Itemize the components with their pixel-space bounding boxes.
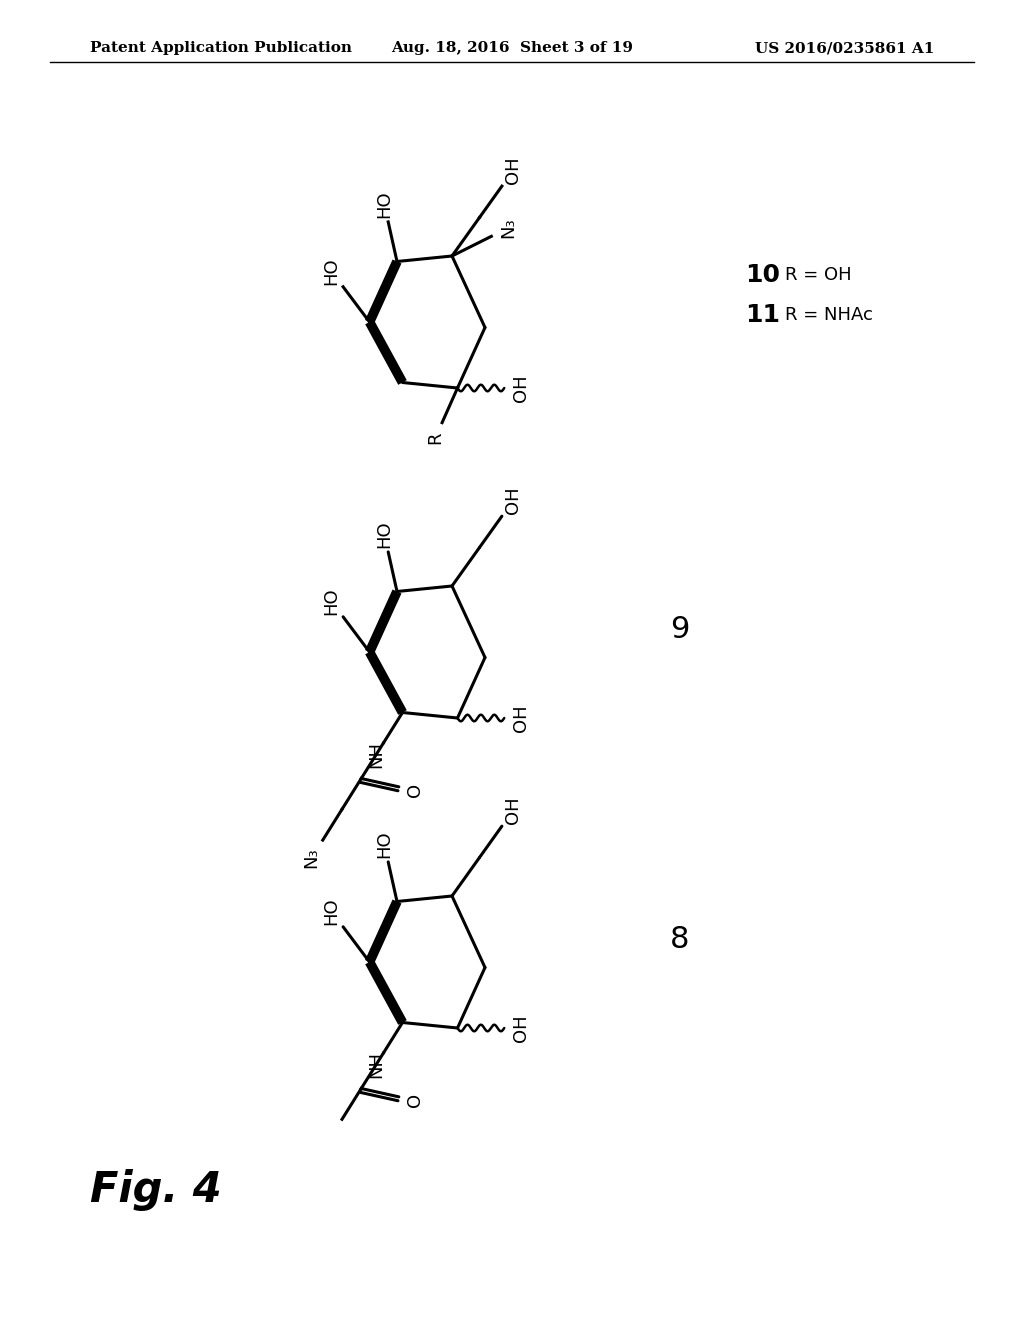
- Text: R = OH: R = OH: [785, 267, 852, 284]
- Text: NH: NH: [368, 741, 385, 768]
- Text: O: O: [406, 783, 424, 797]
- Text: R: R: [427, 432, 444, 444]
- Text: Patent Application Publication: Patent Application Publication: [90, 41, 352, 55]
- Text: R = NHAc: R = NHAc: [785, 306, 872, 323]
- Text: N₃: N₃: [303, 847, 321, 869]
- Text: HO: HO: [376, 830, 393, 858]
- Text: OH: OH: [512, 704, 529, 731]
- Text: US 2016/0235861 A1: US 2016/0235861 A1: [755, 41, 934, 55]
- Text: OH: OH: [512, 374, 529, 401]
- Text: OH: OH: [504, 487, 522, 515]
- Text: 9: 9: [671, 615, 690, 644]
- Text: HO: HO: [376, 191, 393, 218]
- Text: HO: HO: [376, 521, 393, 548]
- Text: NH: NH: [368, 1051, 385, 1078]
- Text: N₃: N₃: [500, 218, 517, 238]
- Text: Fig. 4: Fig. 4: [90, 1170, 222, 1210]
- Text: HO: HO: [323, 257, 341, 285]
- Text: 8: 8: [671, 925, 690, 954]
- Text: OH: OH: [504, 157, 522, 185]
- Text: OH: OH: [504, 797, 522, 824]
- Text: 10: 10: [745, 263, 780, 286]
- Text: HO: HO: [323, 898, 341, 925]
- Text: HO: HO: [323, 587, 341, 615]
- Text: OH: OH: [512, 1014, 529, 1041]
- Text: O: O: [406, 1093, 424, 1107]
- Text: Aug. 18, 2016  Sheet 3 of 19: Aug. 18, 2016 Sheet 3 of 19: [391, 41, 633, 55]
- Text: 11: 11: [745, 304, 780, 327]
